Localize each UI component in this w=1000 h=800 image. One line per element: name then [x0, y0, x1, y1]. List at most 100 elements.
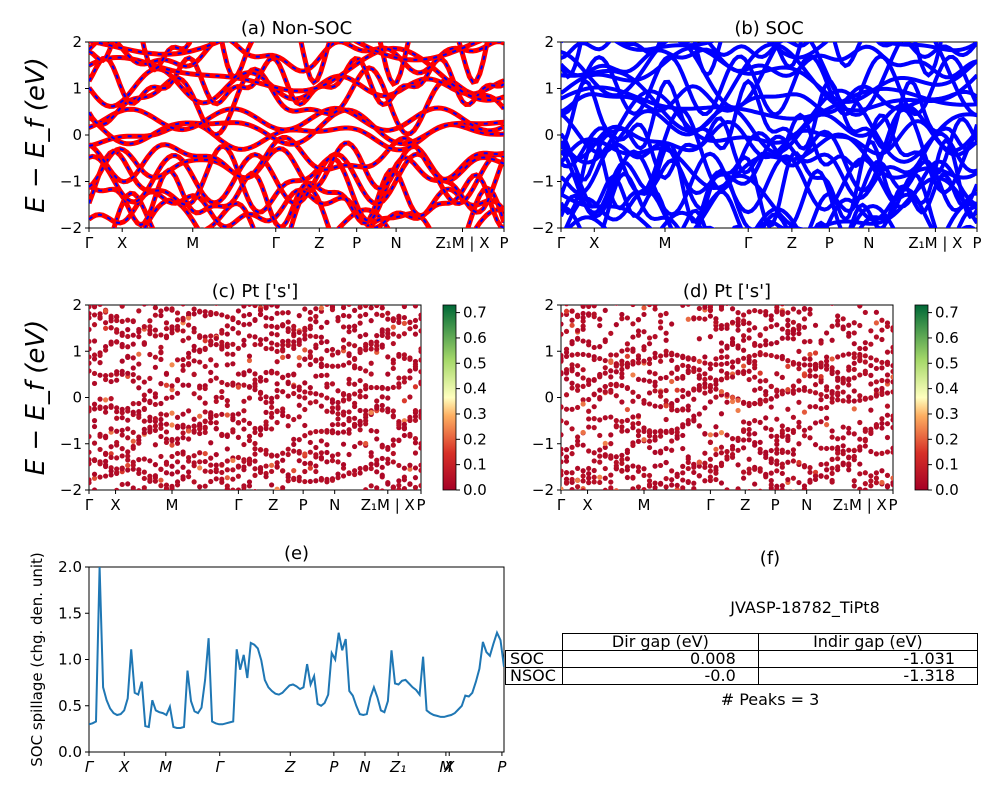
projection-point — [669, 507, 674, 512]
projection-point — [851, 448, 857, 454]
projection-point — [401, 305, 407, 310]
projection-point — [691, 268, 696, 273]
projection-point — [136, 385, 142, 391]
projection-point — [707, 307, 714, 314]
colorbar-d — [914, 304, 929, 491]
colorbar-tick-label: 0.6 — [463, 329, 487, 347]
projection-point — [241, 313, 247, 319]
projection-point — [91, 487, 98, 490]
projection-point — [830, 299, 835, 304]
projection-point — [835, 313, 841, 319]
projection-point — [752, 492, 757, 497]
projection-point — [846, 430, 852, 436]
projection-point — [163, 485, 170, 490]
projection-point — [608, 479, 614, 485]
projection-point — [363, 382, 369, 389]
projection-point — [812, 390, 819, 396]
projection-point — [108, 468, 114, 474]
projection-point — [401, 418, 407, 424]
projection-point — [368, 346, 374, 352]
projection-point — [862, 438, 868, 444]
projection-point — [274, 348, 280, 354]
projection-point — [724, 325, 730, 331]
projection-point — [619, 468, 625, 474]
projection-point — [89, 354, 92, 360]
projection-point — [613, 454, 619, 460]
projection-point — [119, 368, 125, 374]
projection-point — [340, 344, 347, 351]
projection-point — [89, 305, 92, 310]
projection-point — [147, 324, 153, 330]
projection-point — [163, 333, 170, 339]
projection-point — [108, 472, 114, 478]
projection-point — [125, 449, 131, 455]
projection-point — [163, 436, 170, 442]
projection-point — [846, 367, 852, 373]
projection-point — [280, 354, 286, 360]
projection-point — [418, 346, 421, 352]
projection-point — [329, 363, 336, 369]
projection-point — [735, 316, 741, 322]
projection-point — [658, 433, 664, 439]
projection-point — [641, 437, 647, 443]
colorbar-tick-label: 0.0 — [935, 481, 959, 499]
projection-point — [213, 466, 219, 472]
projection-point — [879, 273, 884, 278]
projection-point — [879, 416, 885, 422]
projection-point — [702, 376, 708, 383]
projection-point — [752, 442, 758, 448]
projection-point — [147, 426, 153, 432]
projection-point — [702, 354, 708, 360]
projection-point — [224, 402, 230, 409]
colorbar-c — [442, 304, 457, 491]
projection-point — [335, 399, 341, 406]
projection-point — [329, 381, 336, 387]
projection-point — [130, 365, 136, 371]
projection-point — [352, 468, 358, 474]
projection-point — [807, 435, 813, 441]
projection-point — [735, 435, 741, 441]
projection-point — [246, 353, 253, 359]
projection-point — [569, 385, 575, 391]
ytick-label: 1 — [72, 342, 82, 360]
projection-point — [291, 436, 297, 442]
projection-point — [346, 451, 352, 458]
projection-point — [352, 400, 358, 406]
projection-point — [696, 358, 702, 365]
projection-point — [680, 463, 686, 469]
peaks-count: # Peaks = 3 — [720, 690, 820, 709]
projection-point — [663, 330, 669, 336]
projection-point — [674, 471, 680, 477]
xtick-label: X — [589, 234, 599, 252]
projection-point — [130, 332, 136, 338]
projection-point — [807, 338, 813, 345]
ytick-label: 0 — [72, 389, 82, 407]
projection-point — [142, 293, 147, 298]
projection-point — [641, 358, 647, 364]
projection-point — [807, 368, 813, 374]
projection-point — [608, 485, 614, 490]
projection-point — [890, 449, 893, 455]
projection-point — [186, 474, 192, 480]
projection-point — [752, 374, 758, 380]
projection-point — [691, 469, 697, 476]
projection-point — [335, 475, 341, 481]
projection-point — [630, 508, 635, 513]
projection-point — [857, 353, 863, 360]
projection-point — [818, 282, 823, 287]
projection-point — [829, 337, 835, 343]
projection-point — [357, 422, 363, 428]
projection-point — [246, 333, 253, 339]
xtick-label: P — [499, 234, 508, 252]
xtick-label: Z — [268, 496, 278, 514]
band-line — [565, 202, 977, 228]
projection-point — [763, 389, 769, 395]
projection-point — [357, 377, 363, 384]
projection-point — [307, 384, 313, 391]
projection-point — [374, 462, 380, 468]
projection-point — [652, 379, 658, 385]
projection-point — [318, 324, 324, 330]
projection-point — [624, 360, 631, 366]
projection-point — [713, 386, 719, 392]
projection-point — [641, 472, 647, 478]
